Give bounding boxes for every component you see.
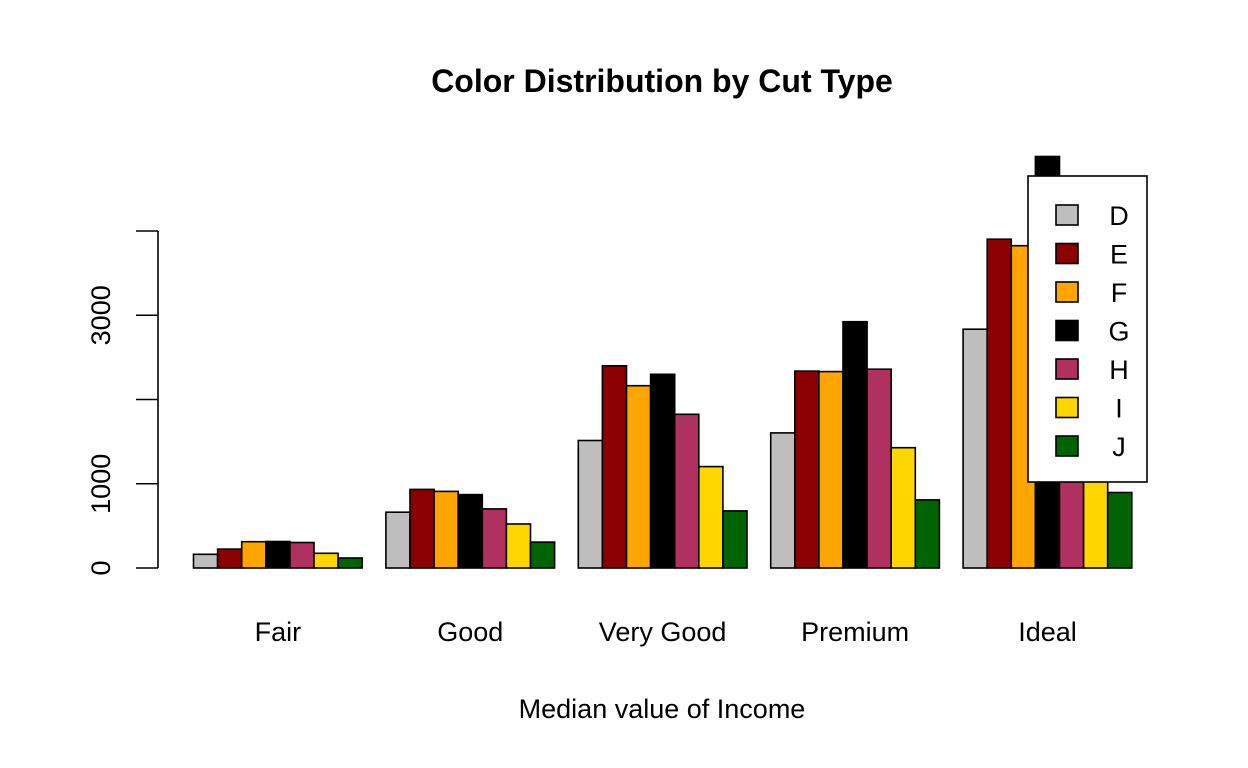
y-axis: 0 1000 3000 xyxy=(86,230,159,576)
bar-good-e xyxy=(409,488,435,569)
bar-very-good-f xyxy=(625,384,652,569)
legend-label-j: J xyxy=(1112,432,1126,462)
bar-very-good-j xyxy=(722,510,748,569)
bar-fair-i xyxy=(313,552,339,569)
legend-swatch-f xyxy=(1055,281,1079,303)
bar-fair-j xyxy=(337,557,364,569)
x-tick-label: Premium xyxy=(801,617,909,647)
legend-swatch-e xyxy=(1055,242,1079,265)
legend-swatch-i xyxy=(1055,396,1079,419)
bar-premium-d xyxy=(769,432,796,569)
legend-label-e: E xyxy=(1110,240,1128,270)
legend-label-f: F xyxy=(1111,278,1128,308)
y-tick-label: 1000 xyxy=(86,454,116,514)
bar-premium-e xyxy=(793,370,820,569)
x-axis-label: Median value of Income xyxy=(519,694,806,724)
bar-fair-e xyxy=(216,548,243,569)
legend-box xyxy=(1027,175,1148,483)
x-tick-label: Ideal xyxy=(1018,617,1077,647)
y-tick-label: 3000 xyxy=(86,285,116,345)
legend-swatch-d xyxy=(1055,204,1079,226)
legend-label-i: I xyxy=(1115,394,1123,424)
bar-very-good-h xyxy=(673,413,700,569)
bar-very-good-e xyxy=(601,364,628,569)
bar-premium-g xyxy=(842,320,868,569)
bar-very-good-d xyxy=(577,439,604,569)
bars-group xyxy=(192,155,1133,569)
bar-very-good-g xyxy=(649,373,676,569)
bar-good-d xyxy=(385,511,411,569)
bar-ideal-j xyxy=(1106,491,1133,569)
bar-good-j xyxy=(529,541,556,569)
legend-label-g: G xyxy=(1108,317,1129,347)
legend-swatch-j xyxy=(1055,435,1079,457)
bar-very-good-i xyxy=(697,465,724,569)
bar-fair-h xyxy=(289,541,315,569)
bar-good-i xyxy=(505,523,532,569)
bar-good-f xyxy=(433,490,460,569)
bar-ideal-e xyxy=(986,238,1013,569)
bar-fair-d xyxy=(192,553,219,569)
legend-label-h: H xyxy=(1109,355,1129,385)
bar-fair-g xyxy=(264,540,291,569)
bar-ideal-d xyxy=(962,328,988,569)
legend-swatch-g xyxy=(1055,319,1079,342)
legend-label-d: D xyxy=(1109,201,1129,231)
bar-fair-f xyxy=(240,540,267,569)
bar-premium-f xyxy=(818,370,844,569)
bar-good-g xyxy=(457,493,484,569)
bar-premium-i xyxy=(890,446,917,569)
bar-good-h xyxy=(481,508,508,569)
x-tick-label: Fair xyxy=(255,617,302,647)
bar-premium-j xyxy=(914,499,941,569)
bar-premium-h xyxy=(866,368,892,569)
x-tick-label: Very Good xyxy=(599,617,727,647)
x-tick-labels: Fair Good Very Good Premium Ideal xyxy=(255,617,1077,647)
legend-swatch-h xyxy=(1055,358,1079,380)
chart-title: Color Distribution by Cut Type xyxy=(431,63,893,99)
y-tick-label: 0 xyxy=(86,560,116,575)
x-tick-label: Good xyxy=(437,617,503,647)
